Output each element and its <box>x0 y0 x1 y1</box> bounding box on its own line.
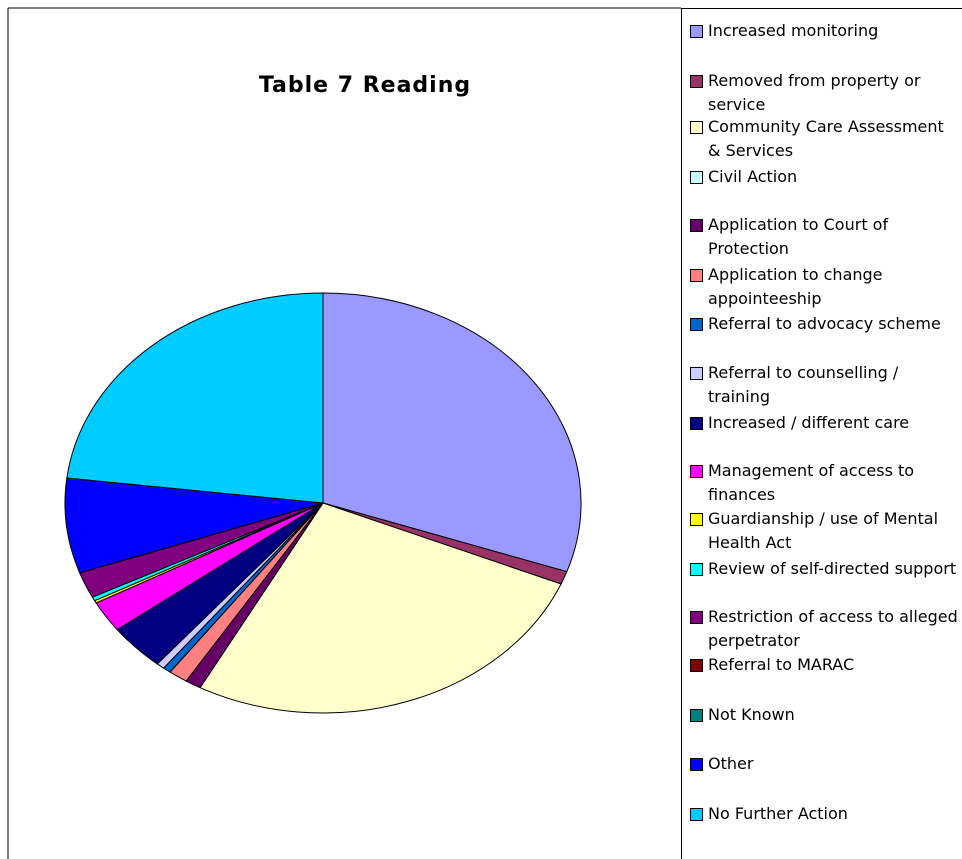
legend: Increased monitoring Removed from propert… <box>681 8 962 859</box>
legend-item: Referral to MARAC <box>690 653 962 677</box>
legend-label: Civil Action <box>708 167 798 186</box>
legend-swatch <box>690 219 703 232</box>
legend-item: Civil Action <box>690 165 962 189</box>
legend-item: Restriction of access to alleged perpetr… <box>690 605 962 653</box>
legend-label: Increased / different care <box>708 413 910 432</box>
pie-slice <box>322 292 582 573</box>
legend-label: Removed from property or service <box>708 71 921 114</box>
legend-label: Referral to advocacy scheme <box>708 314 941 333</box>
legend-swatch <box>690 25 703 38</box>
legend-label: Restriction of access to alleged perpetr… <box>708 607 958 650</box>
chart-title: Table 7 Reading <box>259 73 471 98</box>
legend-item: Increased / different care <box>690 411 962 435</box>
legend-swatch <box>690 758 703 771</box>
legend-item: Review of self-directed support <box>690 557 962 581</box>
legend-item: Other <box>690 752 962 776</box>
legend-item: Application to change appointeeship <box>690 263 962 311</box>
legend-item: Community Care Assessment & Services <box>690 115 962 163</box>
pie <box>64 292 582 714</box>
pie-slice <box>66 292 324 504</box>
legend-label: Not Known <box>708 705 795 724</box>
legend-item: Referral to advocacy scheme <box>690 312 962 336</box>
legend-item: Guardianship / use of Mental Health Act <box>690 507 962 555</box>
legend-item: No Further Action <box>690 802 962 826</box>
legend-label: Referral to MARAC <box>708 655 855 674</box>
legend-swatch <box>690 269 703 282</box>
legend-label: Guardianship / use of Mental Health Act <box>708 509 939 552</box>
legend-label: Community Care Assessment & Services <box>708 117 944 160</box>
legend-swatch <box>690 709 703 722</box>
legend-label: No Further Action <box>708 804 848 823</box>
legend-swatch <box>690 417 703 430</box>
legend-swatch <box>690 808 703 821</box>
legend-swatch <box>690 75 703 88</box>
legend-label: Increased monitoring <box>708 21 879 40</box>
legend-item: Referral to counselling / training <box>690 361 962 409</box>
legend-label: Review of self-directed support <box>708 559 957 578</box>
legend-swatch <box>690 171 703 184</box>
legend-label: Other <box>708 754 754 773</box>
legend-item: Removed from property or service <box>690 69 962 117</box>
legend-label: Application to Court of Protection <box>708 215 889 258</box>
legend-swatch <box>690 563 703 576</box>
legend-swatch <box>690 318 703 331</box>
legend-swatch <box>690 513 703 526</box>
legend-swatch <box>690 367 703 380</box>
legend-item: Not Known <box>690 703 962 727</box>
pie-slice <box>64 477 324 574</box>
legend-label: Application to change appointeeship <box>708 265 883 308</box>
legend-swatch <box>690 611 703 624</box>
legend-swatch <box>690 659 703 672</box>
legend-swatch <box>690 465 703 478</box>
legend-label: Management of access to finances <box>708 461 915 504</box>
legend-item: Application to Court of Protection <box>690 213 962 261</box>
legend-label: Referral to counselling / training <box>708 363 899 406</box>
pie-slice <box>199 502 562 714</box>
legend-item: Increased monitoring <box>690 19 962 43</box>
legend-swatch <box>690 121 703 134</box>
legend-item: Management of access to finances <box>690 459 962 507</box>
